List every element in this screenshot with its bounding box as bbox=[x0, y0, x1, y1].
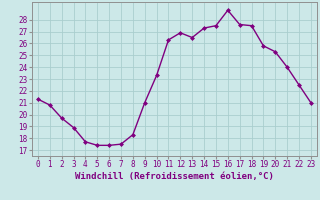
X-axis label: Windchill (Refroidissement éolien,°C): Windchill (Refroidissement éolien,°C) bbox=[75, 172, 274, 181]
